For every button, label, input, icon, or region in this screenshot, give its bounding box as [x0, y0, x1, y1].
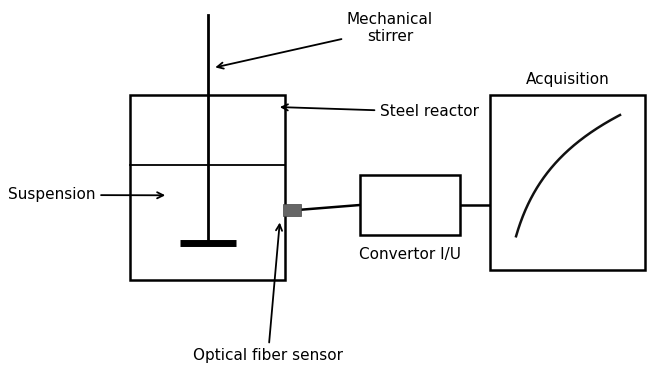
Text: Convertor I/U: Convertor I/U: [359, 247, 461, 262]
Text: Suspension: Suspension: [8, 187, 163, 203]
Text: Optical fiber sensor: Optical fiber sensor: [193, 225, 343, 363]
Text: Acquisition: Acquisition: [526, 72, 610, 87]
Bar: [360, 175, 460, 235]
Bar: [130, 95, 285, 280]
Text: Mechanical
stirrer: Mechanical stirrer: [217, 12, 433, 68]
Text: Steel reactor: Steel reactor: [282, 104, 479, 119]
Bar: [490, 95, 645, 270]
Bar: [283, 204, 301, 216]
